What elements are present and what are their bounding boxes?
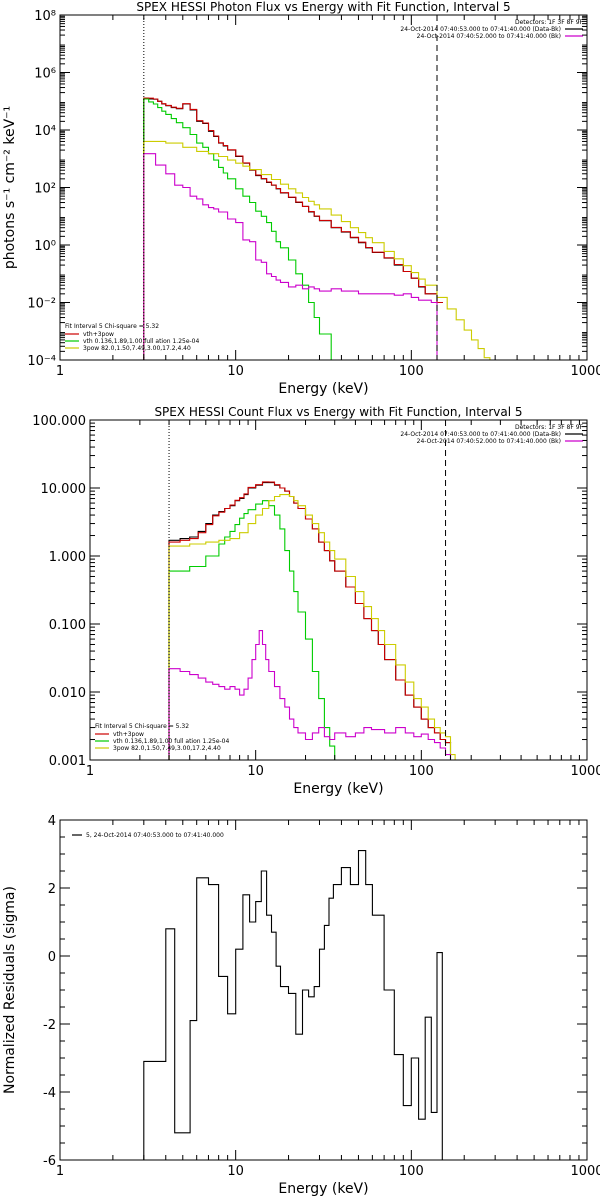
legend-entry: vth 0.136,1.89,1.00 full ation 1.25e-04 [83, 338, 199, 345]
legend-entry: 24-Oct-2014 07:40:53.000 to 07:41:40.000… [400, 26, 561, 33]
legend-entry: 5, 24-Oct-2014 07:40:53.000 to 07:41:40.… [86, 832, 224, 839]
y-tick-label: 10⁶ [34, 67, 56, 82]
series-line-bk [168, 630, 452, 760]
legend-top-left: 5, 24-Oct-2014 07:40:53.000 to 07:41:40.… [72, 832, 224, 839]
legend-header: Detectors: 1F 3F 8F 9F [515, 424, 584, 431]
series-line-bk [143, 153, 443, 360]
legend-bottom-left: Fit Interval 5 Chi-square = 5.32vth+3pow… [65, 323, 199, 352]
x-tick-label: 1000 [570, 364, 600, 379]
y-tick-label: 0.010 [49, 686, 86, 701]
y-tick-label: 1.000 [49, 550, 86, 565]
y-tick-label: 10⁻² [27, 297, 56, 312]
series-line-residuals [143, 850, 449, 1160]
legend-entry: 24-Oct-2014 07:40:53.000 to 07:41:40.000… [400, 431, 561, 438]
chart-title: SPEX HESSI Photon Flux vs Energy with Fi… [136, 0, 510, 14]
y-tick-label: 0.100 [49, 618, 86, 633]
plot-frame [59, 14, 588, 361]
x-tick-label: 10 [227, 1164, 244, 1179]
x-tick-label: 10 [247, 764, 264, 779]
y-tick-label: 2 [48, 882, 56, 897]
series-line-3pow [143, 140, 496, 360]
x-tick-label: 1000 [570, 1164, 600, 1179]
y-tick-label: 0.001 [49, 754, 86, 769]
legend-entry: 24-Oct-2014 07:40:52.000 to 07:41:40.000… [417, 438, 561, 445]
series-line-data-bk [143, 98, 443, 360]
y-tick-label: -6 [43, 1154, 56, 1169]
legend-header: Fit Interval 5 Chi-square = 5.32 [65, 323, 159, 330]
legend-entry: 3pow 82.0,1.50,7.49,3.00,17.2,4.40 [83, 345, 191, 352]
chart-3: 1 10 100 1000 -6 -4 -2 0 2 4 Energy (keV) Normalize… [2, 814, 600, 1197]
x-tick-label: 100 [399, 364, 424, 379]
x-tick-label: 100 [399, 1164, 424, 1179]
y-tick-label: 10⁰ [34, 239, 56, 254]
y-tick-label: 100.000 [32, 414, 86, 429]
plot-frame [59, 819, 588, 1161]
x-tick-label: 100 [409, 764, 434, 779]
x-tick-label: 10 [227, 364, 244, 379]
series-line-vth [168, 500, 340, 760]
x-axis-label: Energy (keV) [278, 381, 368, 397]
y-tick-label: 0 [48, 950, 56, 965]
series-group [143, 97, 496, 360]
y-tick-label: 10.000 [41, 482, 87, 497]
x-tick-label: 1 [56, 1164, 64, 1179]
plot-frame [89, 419, 588, 761]
series-line-vth [143, 98, 338, 360]
y-axis-label: photons s⁻¹ cm⁻² keV⁻¹ [2, 106, 18, 269]
legend-entry: vth 0.136,1.89,1.00 full ation 1.25e-04 [113, 738, 229, 745]
series-group [168, 481, 456, 760]
y-tick-label: -2 [43, 1018, 56, 1033]
series-group [143, 850, 449, 1160]
legend-entry: 3pow 82.0,1.50,7.49,3.00,17.2,4.40 [113, 745, 221, 752]
legend-entry: 24-Oct-2014 07:40:52.000 to 07:41:40.000… [417, 33, 561, 40]
x-tick-label: 1 [56, 364, 64, 379]
y-tick-label: 10⁴ [34, 124, 56, 139]
legend-header: Detectors: 1F 3F 8F 9F [515, 19, 584, 26]
legend-bottom-left: Fit Interval 5 Chi-square = 5.32vth+3pow… [95, 723, 229, 752]
legend-entry: vth+3pow [113, 731, 144, 738]
x-tick-label: 1 [86, 764, 94, 779]
y-tick-label: 4 [48, 814, 56, 829]
y-tick-label: -4 [43, 1086, 56, 1101]
series-line-3pow [168, 494, 456, 760]
legend-header: Fit Interval 5 Chi-square = 5.32 [95, 723, 189, 730]
y-tick-label: 10⁻⁴ [27, 354, 56, 369]
y-tick-label: 10² [34, 182, 56, 197]
x-axis-label: Energy (keV) [293, 781, 383, 797]
chart-title: SPEX HESSI Count Flux vs Energy with Fit… [154, 405, 522, 419]
x-axis-label: Energy (keV) [278, 1181, 368, 1197]
y-axis-label: Normalized Residuals (sigma) [2, 886, 18, 1094]
chart-2: SPEX HESSI Count Flux vs Energy with Fit… [32, 405, 600, 797]
legend-entry: vth+3pow [83, 331, 114, 338]
series-line-vth-3pow [143, 97, 443, 360]
x-tick-label: 1000 [570, 764, 600, 779]
chart-1: SPEX HESSI Photon Flux vs Energy with Fi… [2, 0, 600, 397]
y-tick-label: 10⁸ [34, 9, 56, 24]
